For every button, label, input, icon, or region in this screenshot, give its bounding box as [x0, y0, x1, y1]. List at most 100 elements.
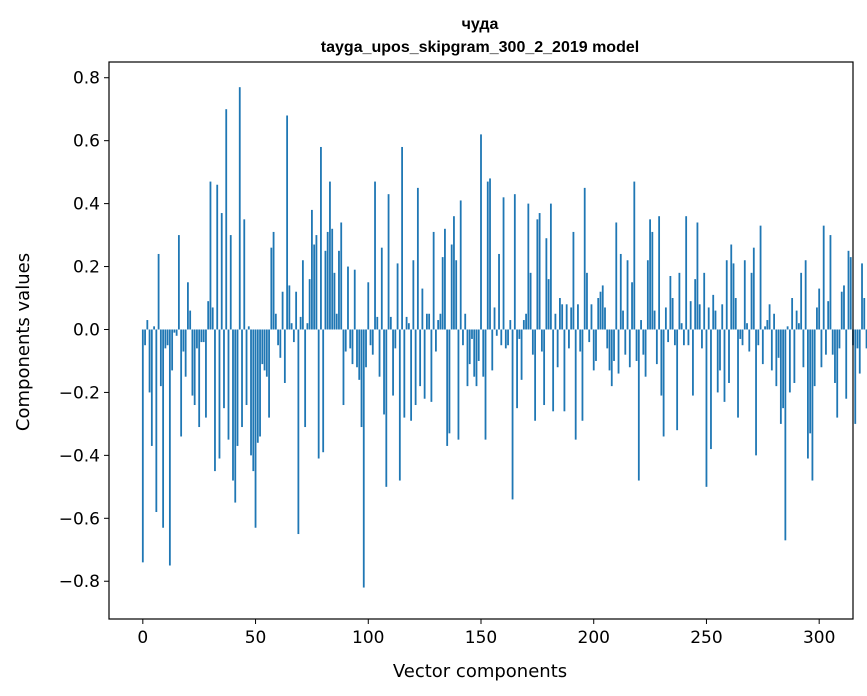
- bar: [259, 329, 261, 437]
- bar: [764, 326, 766, 330]
- bar: [685, 216, 688, 330]
- bar: [471, 329, 473, 339]
- bar: [405, 316, 408, 330]
- bar: [164, 329, 167, 349]
- bar: [360, 329, 363, 428]
- bar: [592, 329, 595, 371]
- bar: [274, 313, 277, 330]
- bar: [428, 313, 431, 330]
- bar: [498, 253, 500, 330]
- bar: [705, 329, 708, 487]
- bar: [279, 329, 282, 358]
- bar: [750, 272, 753, 330]
- bar: [317, 329, 320, 459]
- bar: [419, 329, 422, 387]
- bar: [489, 178, 491, 330]
- bar: [667, 329, 670, 343]
- bar: [658, 216, 661, 330]
- bar: [313, 244, 316, 330]
- bar: [220, 213, 223, 330]
- chart-subtitle: tayga_upos_skipgram_300_2_2019 model: [321, 39, 639, 56]
- bar: [509, 320, 512, 330]
- bar: [254, 329, 257, 528]
- bar: [286, 115, 289, 330]
- bar: [241, 329, 243, 428]
- bar: [369, 329, 372, 346]
- bar: [421, 288, 424, 330]
- bar: [793, 329, 796, 383]
- bar: [786, 326, 789, 330]
- x-axis-label: Vector components: [393, 661, 567, 682]
- bar: [664, 307, 667, 330]
- bar: [574, 329, 577, 440]
- bar: [180, 329, 183, 437]
- bar: [513, 194, 516, 330]
- bar: [673, 329, 676, 346]
- bar: [556, 329, 559, 368]
- y-axis: −0.8 −0.6 −0.4 −0.2 0.0 0.2 0.4 0.6 0.8: [59, 69, 109, 592]
- bar: [146, 320, 149, 330]
- bar: [457, 329, 460, 440]
- bar: [207, 301, 210, 330]
- bar: [748, 329, 751, 352]
- bar: [486, 181, 489, 330]
- bar: [527, 203, 530, 330]
- bar: [525, 313, 527, 330]
- bar: [198, 329, 201, 428]
- bar: [671, 298, 674, 330]
- bar: [554, 313, 557, 330]
- bar: [622, 310, 624, 330]
- bar: [329, 181, 331, 330]
- bar: [716, 329, 719, 393]
- bar: [701, 329, 703, 349]
- bar: [223, 329, 225, 409]
- bar: [827, 301, 830, 330]
- bar: [446, 329, 449, 446]
- bar: [227, 329, 230, 440]
- bar: [495, 329, 498, 336]
- bar: [712, 294, 715, 330]
- bar: [234, 329, 237, 503]
- bar: [407, 323, 410, 330]
- bar: [561, 304, 564, 330]
- bar: [491, 329, 494, 371]
- bar: [277, 329, 279, 346]
- bar: [295, 291, 298, 330]
- bar: [371, 329, 374, 355]
- bar: [838, 329, 841, 349]
- bar: [775, 329, 778, 387]
- bar: [624, 329, 627, 355]
- bar: [502, 197, 505, 330]
- bar: [588, 329, 591, 343]
- bar: [847, 250, 850, 330]
- bar: [655, 329, 658, 365]
- bar: [613, 329, 615, 361]
- bar: [797, 323, 800, 330]
- bar: [710, 329, 712, 450]
- bar: [448, 329, 451, 434]
- bar: [272, 231, 275, 330]
- bar: [335, 313, 338, 330]
- bar: [482, 329, 485, 377]
- bar: [631, 282, 633, 330]
- bar: [455, 260, 458, 330]
- bar: [800, 272, 803, 330]
- bar: [200, 329, 203, 343]
- bar: [507, 329, 509, 346]
- bar: [342, 329, 345, 406]
- bar: [651, 231, 654, 330]
- bar: [365, 329, 367, 368]
- bar: [669, 275, 672, 330]
- bar: [292, 329, 295, 343]
- bar: [216, 184, 219, 330]
- bar: [599, 291, 602, 330]
- plot-frame: [108, 61, 854, 620]
- bar: [511, 329, 514, 500]
- bar: [714, 310, 717, 330]
- x-tick-label: 250: [690, 628, 722, 648]
- bar: [545, 238, 548, 330]
- bar: [182, 329, 185, 352]
- bar: [383, 329, 385, 415]
- bar: [615, 222, 618, 330]
- bar: [610, 329, 613, 387]
